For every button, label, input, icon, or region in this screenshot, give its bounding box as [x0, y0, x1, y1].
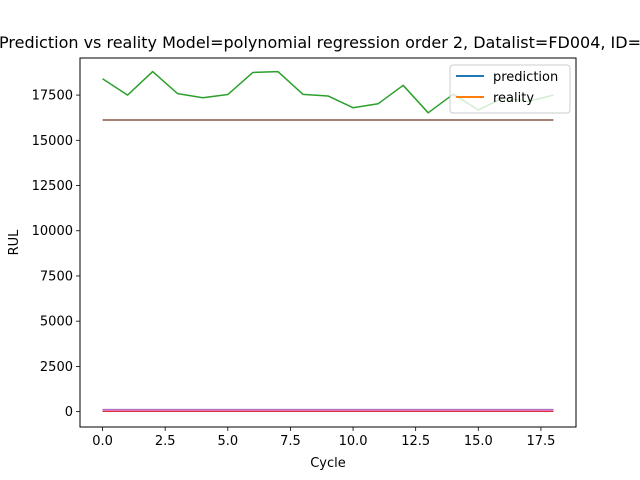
x-tick-label: 0.0: [92, 434, 113, 449]
x-tick-label: 5.0: [217, 434, 238, 449]
y-tick-label: 10000: [32, 224, 73, 239]
y-tick-label: 7500: [40, 269, 73, 284]
y-tick-label: 0: [65, 405, 73, 420]
x-tick-label: 15.0: [464, 434, 493, 449]
plot-frame: [79, 57, 577, 428]
y-axis-label: RUL: [7, 229, 22, 256]
y-tick-label: 17500: [32, 89, 73, 104]
y-axis: 0 2500 5000 7500 10000 12500 15000 17500: [32, 89, 80, 420]
x-axis: 0.0 2.5 5.0 7.5 10.0 12.5 15.0 17.5: [92, 427, 555, 449]
legend: prediction reality: [449, 64, 571, 114]
y-tick-label: 2500: [40, 360, 73, 375]
legend-label-prediction: prediction: [493, 70, 558, 85]
legend-label-reality: reality: [493, 91, 534, 106]
series-layer: [102, 70, 554, 413]
x-tick-label: 2.5: [155, 434, 176, 449]
chart-title: Prediction vs reality Model=polynomial r…: [0, 33, 640, 52]
x-tick-label: 17.5: [526, 434, 555, 449]
y-tick-label: 5000: [40, 315, 73, 330]
x-tick-label: 12.5: [401, 434, 430, 449]
y-tick-label: 12500: [32, 179, 73, 194]
x-tick-label: 10.0: [339, 434, 368, 449]
x-tick-label: 7.5: [280, 434, 301, 449]
x-axis-label: Cycle: [310, 456, 346, 471]
y-tick-label: 15000: [32, 134, 73, 149]
